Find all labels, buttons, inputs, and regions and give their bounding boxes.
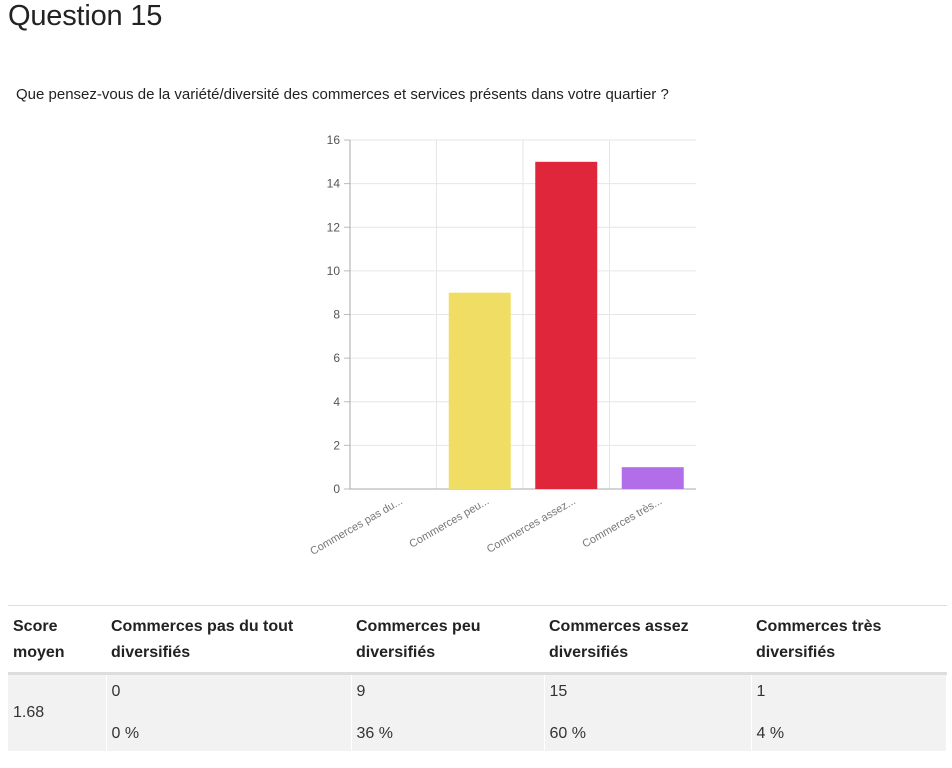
question-text: Que pensez-vous de la variété/diversité … [16,86,669,103]
x-tick-label: Commerces peu... [407,495,491,550]
cell-assez: 15 60 % [544,673,752,751]
x-tick-label: Commerces pas du... [308,495,405,558]
score-cell: 1.68 [8,673,107,751]
bar [535,161,598,489]
count-value: 0 [111,683,121,700]
cell-peu: 9 36 % [351,673,545,751]
table-row: 1.68 0 0 % 9 36 % 15 60 % 1 4 % [8,673,947,751]
count-value: 1 [756,683,766,700]
y-tick-label: 2 [333,438,340,452]
bar [448,292,511,489]
bar [621,467,684,489]
table-header-row: Score moyen Commerces pas du tout divers… [8,605,947,675]
header-tres: Commerces très diversifiés [751,605,947,675]
header-score: Score moyen [8,605,106,675]
results-table: Score moyen Commerces pas du tout divers… [8,605,947,751]
page-title: Question 15 [8,0,163,32]
percent-value: 36 % [356,725,393,742]
y-tick-label: 4 [333,395,340,409]
cell-pas-du-tout: 0 0 % [106,673,352,751]
x-tick-label: Commerces très... [580,495,664,550]
count-value: 9 [356,683,366,700]
x-tick-label: Commerces assez... [485,495,578,556]
y-tick-label: 10 [327,264,341,278]
y-tick-label: 14 [327,177,341,191]
header-assez: Commerces assez diversifiés [544,605,751,675]
y-tick-label: 16 [327,133,341,147]
y-tick-label: 6 [333,351,340,365]
count-value: 15 [549,683,568,700]
y-tick-label: 12 [327,220,341,234]
y-tick-label: 0 [333,482,340,496]
percent-value: 0 % [111,725,140,742]
cell-tres: 1 4 % [751,673,947,751]
percent-value: 60 % [549,725,586,742]
y-tick-label: 8 [333,308,340,322]
header-pas-du-tout: Commerces pas du tout diversifiés [106,605,351,675]
header-peu: Commerces peu diversifiés [351,605,544,675]
percent-value: 4 % [756,725,785,742]
